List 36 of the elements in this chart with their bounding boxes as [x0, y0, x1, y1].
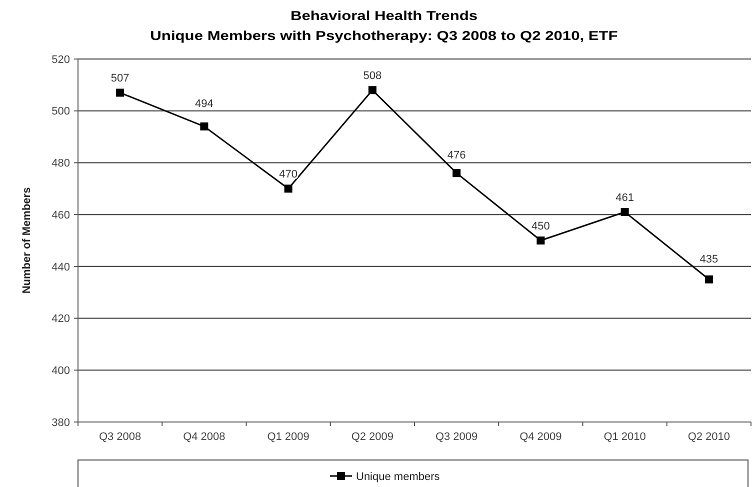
x-tick-label: Q1 2009 — [267, 431, 310, 443]
data-label: 476 — [447, 150, 466, 162]
data-label: 450 — [532, 220, 550, 232]
x-tick-label: Q3 2008 — [98, 431, 142, 443]
x-tick-label: Q2 2009 — [351, 431, 394, 443]
x-tick-label: Q3 2009 — [435, 431, 478, 443]
point — [284, 184, 292, 193]
y-axis-title: Number of Members — [21, 187, 33, 294]
y-tick-label: 380 — [52, 416, 70, 429]
chart-subtitle: Unique Members with Psychotherapy: Q3 2008 to Q2 2010, ETF — [150, 29, 618, 44]
x-tick-label: Q2 2010 — [688, 431, 730, 443]
point — [368, 86, 376, 94]
y-tick-label: 480 — [52, 158, 70, 170]
x-tick-label: Q4 2009 — [520, 431, 562, 443]
point — [200, 122, 208, 130]
y-tick-label: 420 — [52, 313, 70, 326]
chart-title: Behavioral Health Trends — [290, 9, 478, 24]
point — [116, 88, 124, 97]
x-tick-label: Q1 2010 — [604, 431, 646, 443]
point — [620, 208, 629, 216]
y-tick-label: 400 — [52, 364, 70, 377]
data-label: 508 — [363, 70, 382, 82]
x-tick-label: Q4 2008 — [183, 431, 226, 443]
point — [536, 236, 545, 244]
y-tick-label: 440 — [52, 261, 70, 274]
data-label: 435 — [700, 253, 718, 266]
point — [704, 275, 713, 284]
point — [452, 169, 461, 178]
legend-label: Unique members — [356, 470, 440, 483]
y-tick-label: 500 — [52, 106, 70, 118]
data-label: 470 — [279, 168, 298, 181]
y-tick-label: 520 — [52, 54, 70, 66]
data-label: 494 — [195, 98, 214, 110]
y-tick-label: 460 — [52, 209, 70, 222]
data-label: 507 — [110, 72, 130, 85]
data-label: 461 — [616, 192, 634, 204]
